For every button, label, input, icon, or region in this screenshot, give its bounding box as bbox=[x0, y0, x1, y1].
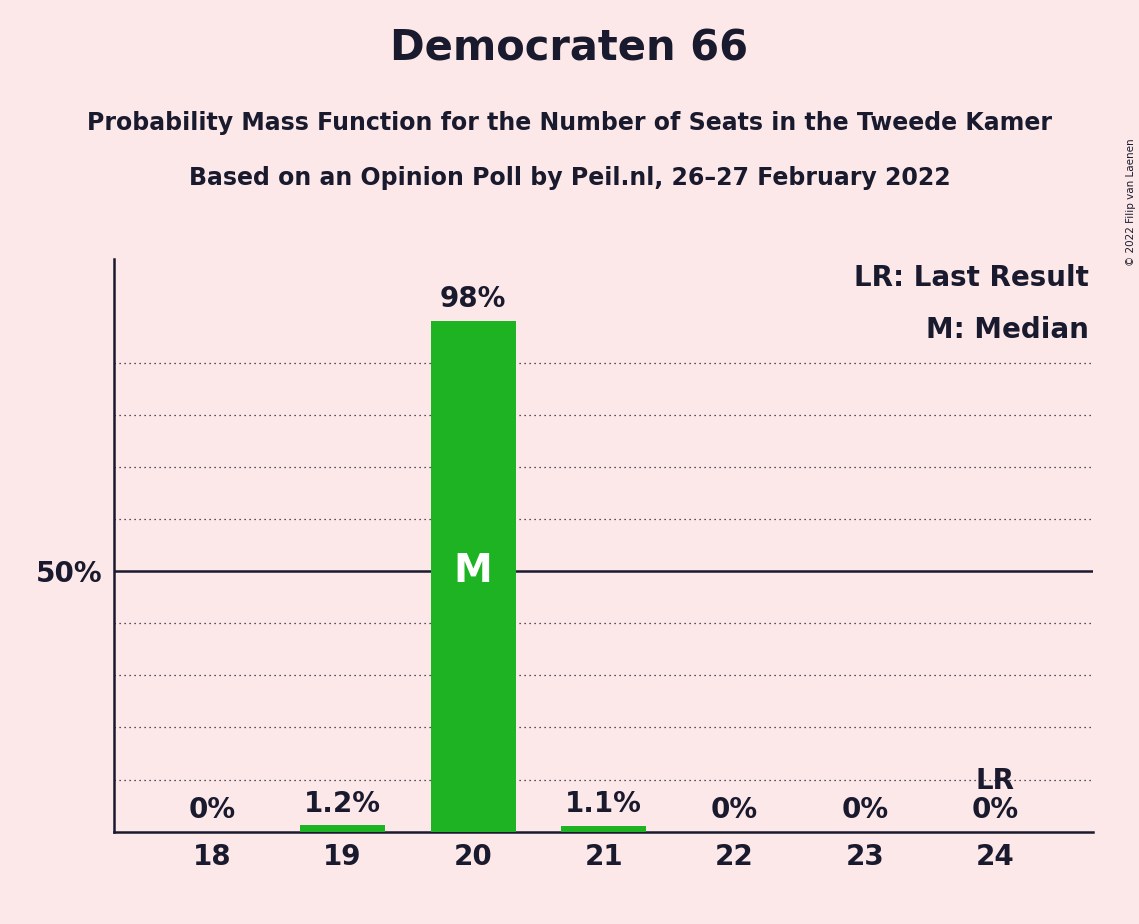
Text: 0%: 0% bbox=[188, 796, 236, 824]
Text: 0%: 0% bbox=[972, 796, 1019, 824]
Text: 0%: 0% bbox=[711, 796, 757, 824]
Bar bbox=[562, 826, 646, 832]
Text: © 2022 Filip van Laenen: © 2022 Filip van Laenen bbox=[1126, 139, 1136, 266]
Text: M: Median: M: Median bbox=[926, 316, 1089, 344]
Bar bbox=[300, 825, 385, 832]
Text: M: M bbox=[453, 553, 492, 590]
Text: 98%: 98% bbox=[440, 286, 506, 313]
Text: Based on an Opinion Poll by Peil.nl, 26–27 February 2022: Based on an Opinion Poll by Peil.nl, 26–… bbox=[189, 166, 950, 190]
Text: Democraten 66: Democraten 66 bbox=[391, 28, 748, 69]
Text: 1.2%: 1.2% bbox=[304, 789, 380, 818]
Text: LR: Last Result: LR: Last Result bbox=[853, 264, 1089, 293]
Text: Probability Mass Function for the Number of Seats in the Tweede Kamer: Probability Mass Function for the Number… bbox=[87, 111, 1052, 135]
Text: 1.1%: 1.1% bbox=[565, 790, 642, 818]
Text: 0%: 0% bbox=[842, 796, 888, 824]
Bar bbox=[431, 322, 516, 832]
Text: LR: LR bbox=[976, 767, 1015, 796]
